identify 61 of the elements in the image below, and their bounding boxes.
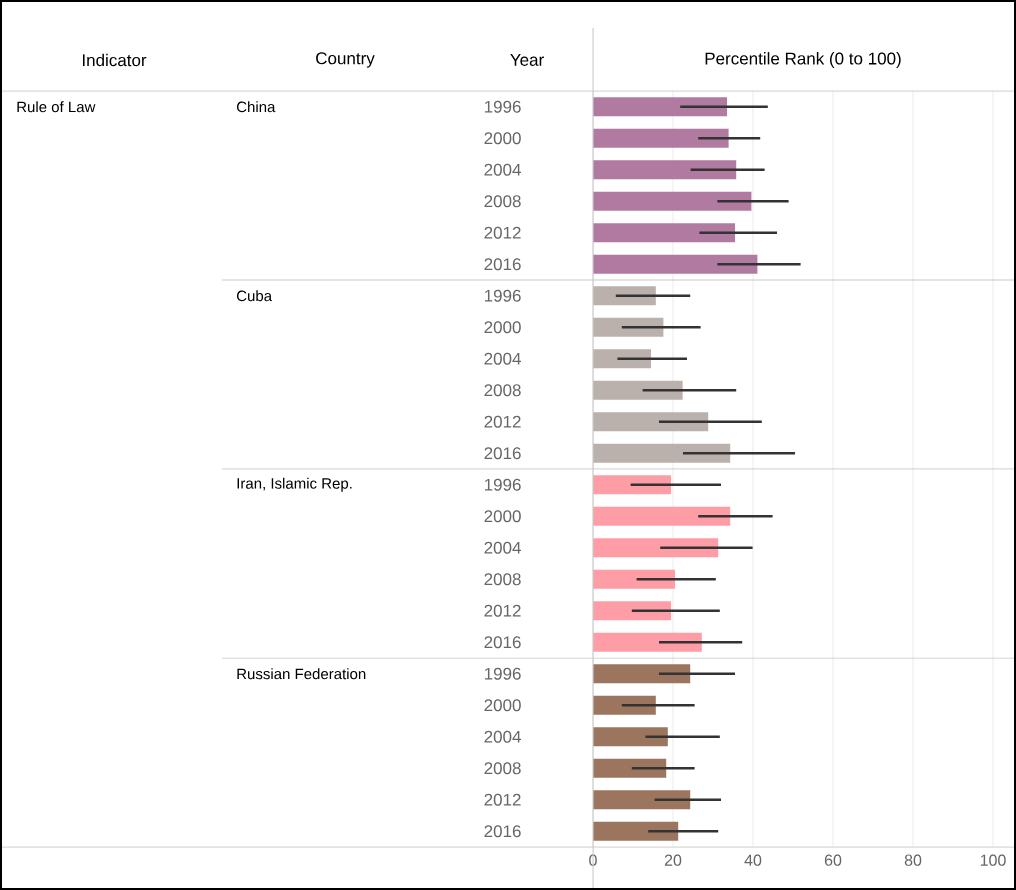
bar: [593, 632, 702, 652]
y-tick-label: 1996: [484, 100, 521, 113]
x-tick-label: 0: [589, 854, 597, 866]
y-tick-label: 2012: [484, 226, 521, 239]
bar: [593, 821, 679, 841]
y-tick-label: 2004: [484, 352, 521, 365]
bar: [593, 160, 737, 180]
x-tick-label: 20: [664, 854, 682, 866]
text: Iran, Islamic Rep.: [237, 477, 352, 492]
x-tick-label: 80: [904, 854, 922, 866]
bar: [593, 349, 652, 369]
bar: [593, 538, 719, 558]
y-tick-label: 2016: [484, 825, 521, 838]
bar: [593, 664, 691, 684]
bar: [593, 601, 672, 621]
legend-title: Country: [316, 52, 375, 68]
y-tick-label: 2008: [484, 762, 521, 775]
bar: [593, 569, 676, 589]
y-tick-label: 1996: [484, 667, 521, 680]
x-tick-label: 100: [980, 854, 1006, 866]
y-tick-label: 2016: [484, 258, 521, 271]
x-tick-label: 60: [824, 854, 842, 866]
x-axis-title: Percentile Rank (0 to 100): [705, 52, 901, 68]
y-axis-title: Year: [510, 54, 544, 66]
y-tick-label: 2008: [484, 195, 521, 208]
y-tick-label: 2008: [484, 384, 521, 397]
bar: [593, 695, 656, 715]
bar: [593, 790, 691, 810]
text: Rule of Law: [17, 101, 96, 113]
bar: [593, 191, 752, 211]
y-tick-label: 2000: [484, 132, 521, 145]
bar: [593, 254, 758, 274]
y-tick-label: 2012: [484, 793, 521, 806]
y-tick-label: 2012: [484, 415, 521, 428]
bar: [593, 475, 672, 495]
text: Cuba: [236, 290, 273, 302]
y-tick-label: 1996: [484, 478, 521, 491]
y-tick-label: 2016: [484, 636, 521, 649]
bar: [593, 727, 668, 747]
x-tick-label: 40: [744, 854, 762, 866]
bar: [593, 380, 683, 400]
bar: [593, 506, 731, 526]
text: Russian Federation: [237, 668, 366, 680]
bar: [593, 758, 667, 778]
y-tick-label: 2012: [484, 604, 521, 617]
text: China: [236, 101, 276, 113]
y-tick-label: 2004: [484, 541, 521, 554]
y-tick-label: 1996: [484, 289, 521, 302]
text: Indicator: [82, 53, 147, 67]
y-tick-label: 2000: [484, 699, 521, 712]
bar: [593, 443, 731, 463]
bar: [593, 128, 729, 148]
y-tick-label: 2008: [484, 573, 521, 586]
y-tick-label: 2004: [484, 730, 521, 743]
y-tick-label: 2000: [484, 321, 521, 334]
y-tick-label: 2004: [484, 163, 521, 176]
y-tick-label: 2016: [484, 447, 521, 460]
bar: [593, 412, 709, 432]
bar: [593, 223, 736, 243]
y-tick-label: 2000: [484, 510, 521, 523]
bar: [593, 97, 728, 117]
